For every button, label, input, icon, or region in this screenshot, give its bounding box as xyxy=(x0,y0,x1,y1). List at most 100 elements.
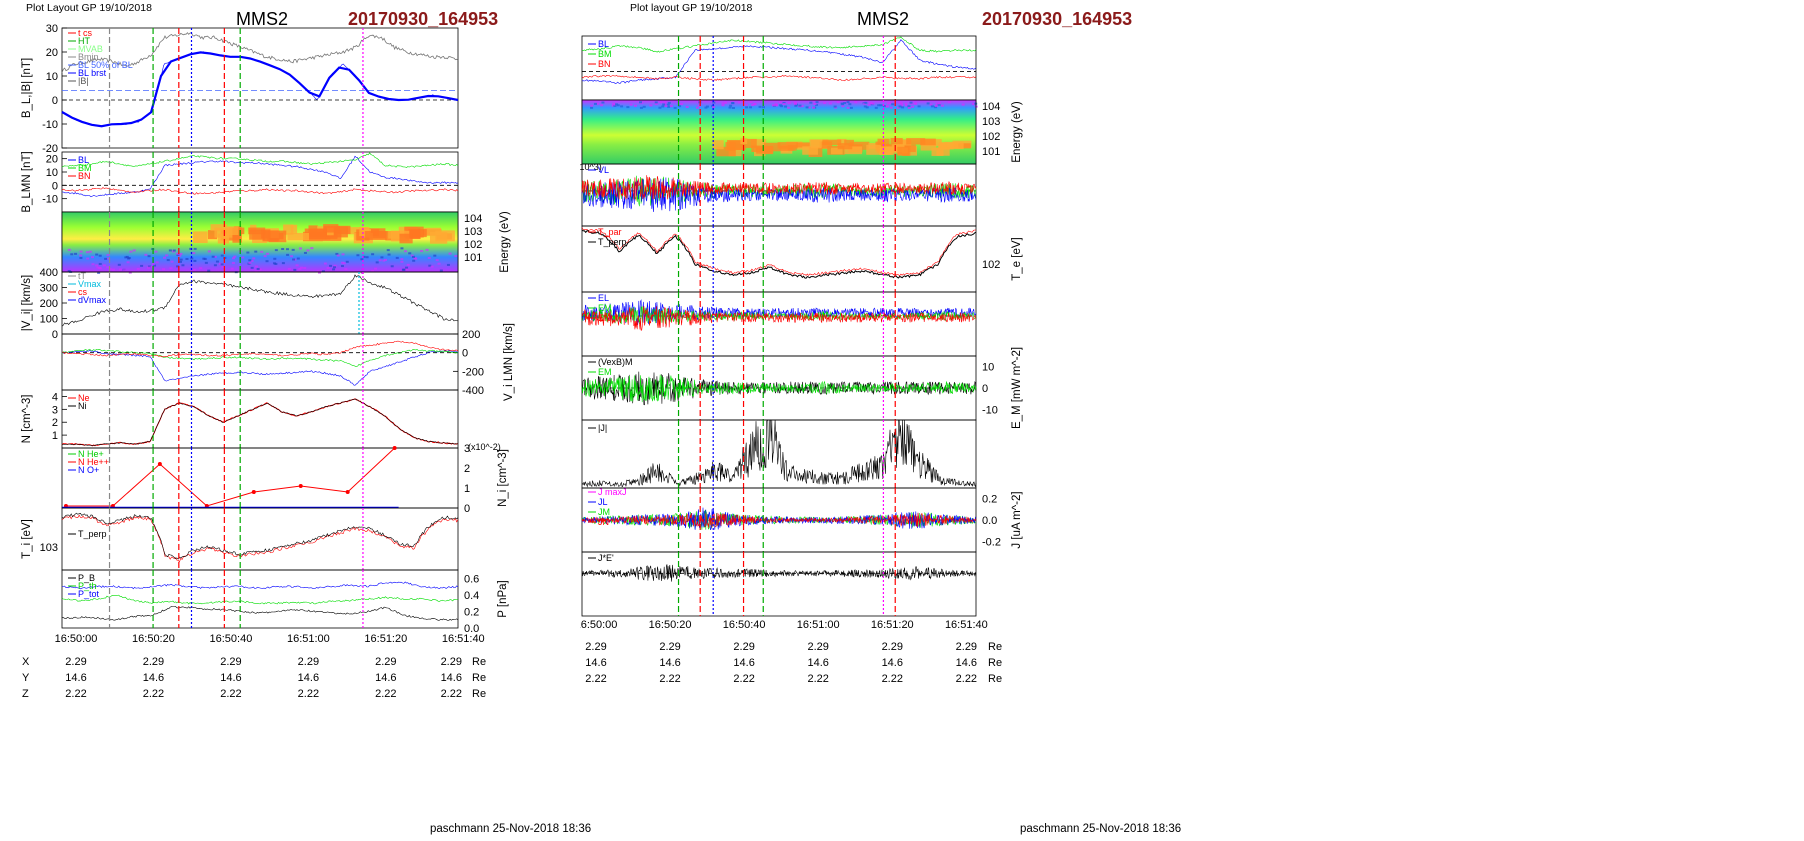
left-spectrogram-pixel xyxy=(185,257,189,260)
left-spectrogram-pixel xyxy=(96,266,100,269)
left-panel-7: 103 T_perp T_i [eV] xyxy=(21,507,459,571)
right-spectrogram-pixel xyxy=(800,105,804,108)
left-legend-entry: MVAB xyxy=(78,44,103,54)
right-spectrogram-pixel xyxy=(930,105,934,108)
right-spectrogram-pixel xyxy=(813,103,817,106)
left-spectrogram-pixel xyxy=(303,251,307,254)
left-y-tick-label: 1 xyxy=(464,483,470,495)
right-energy-tick-label: 103 xyxy=(982,116,1000,128)
right-spectrogram-pixel xyxy=(639,106,643,109)
right-spectrogram-pixel xyxy=(929,103,933,106)
left-spectrogram-pixel xyxy=(70,270,74,273)
right-y-tick-label: 102 xyxy=(982,259,1000,271)
right-spectrogram-pixel xyxy=(666,103,670,106)
left-spectrogram-pixel xyxy=(298,267,302,270)
right-spectrogram-pixel xyxy=(846,106,850,109)
left-series-tpar xyxy=(61,514,459,563)
left-spectrogram-pixel xyxy=(106,257,110,260)
right-spectrogram-pixel xyxy=(940,104,944,107)
right-energy-tick-label: 104 xyxy=(982,101,1000,113)
left-spectrogram-pixel xyxy=(428,264,432,267)
left-panel-4: 200 0 -200 -400 V_i LMN [km/s] xyxy=(61,323,515,401)
right-spectrogram-pixel xyxy=(697,104,701,107)
left-ephemeris-value: 14.6 xyxy=(65,672,86,684)
right-spectrogram-pixel xyxy=(833,105,837,108)
left-spectrogram-pixel xyxy=(124,256,128,259)
right-spectrogram-pixel xyxy=(601,101,605,104)
right-spectrogram-pixel xyxy=(662,103,666,106)
left-spectrogram-pixel xyxy=(250,259,254,262)
left-y-tick-label: 0.4 xyxy=(464,590,479,602)
left-figure: Plot Layout GP 19/10/2018 MMS2 20170930_… xyxy=(0,0,780,841)
left-ephemeris-label: Z xyxy=(22,688,29,700)
left-spectrogram-pixel xyxy=(329,264,333,267)
right-spectrogram-pixel xyxy=(696,106,700,109)
right-ephemeris-value: 2.29 xyxy=(733,641,754,653)
left-spectrogram-pixel xyxy=(405,266,409,269)
left-spectrogram-pixel xyxy=(176,253,180,256)
right-ephemeris-value: 14.6 xyxy=(882,657,903,669)
right-spectrogram-pixel xyxy=(913,102,917,105)
right-ephemeris-value: 2.29 xyxy=(585,641,606,653)
left-y-axis-label: V_i LMN [km/s] xyxy=(503,323,515,401)
left-spectrogram-pixel xyxy=(104,257,108,260)
left-energy-tick-label: 102 xyxy=(464,239,482,251)
left-spectrogram-pixel xyxy=(102,264,106,267)
left-ephemeris-value: 14.6 xyxy=(220,672,241,684)
left-legend-entry: N O+ xyxy=(78,465,99,475)
left-y-tick-label: 1 xyxy=(52,430,58,442)
left-spectrogram-hot-pixel xyxy=(226,226,239,236)
right-spectrogram-pixel xyxy=(937,103,941,106)
left-series-he-pp xyxy=(65,447,395,507)
left-spectrogram-pixel xyxy=(162,268,166,271)
right-spectrogram-pixel xyxy=(642,105,646,108)
right-spectrogram-pixel xyxy=(972,103,976,106)
right-spectrogram-pixel xyxy=(639,101,643,104)
right-spectrogram-hot-pixel xyxy=(849,141,870,150)
left-spectrogram-pixel xyxy=(454,255,458,258)
left-spectrogram-pixel xyxy=(111,268,115,271)
left-spectrogram-pixel xyxy=(189,247,193,250)
left-footer: paschmann 25-Nov-2018 18:36 xyxy=(430,823,592,835)
right-y-axis-label: E_M [mW m^-2] xyxy=(1011,347,1023,429)
right-spectrogram-pixel xyxy=(849,106,853,109)
right-spectrogram-pixel xyxy=(886,102,890,105)
right-event-id: 20170930_164953 xyxy=(982,9,1133,29)
right-footer: paschmann 25-Nov-2018 18:36 xyxy=(1020,823,1182,835)
left-legend-entry: BL 50% of BL xyxy=(78,60,133,70)
right-series-e-l xyxy=(581,299,977,325)
right-energy-tick-label: 101 xyxy=(982,146,1000,158)
right-ephemeris-value: 14.6 xyxy=(585,657,606,669)
right-legend-entry: EL xyxy=(598,293,609,303)
left-spectrogram-pixel xyxy=(248,259,252,262)
left-spectrogram-pixel xyxy=(129,250,133,253)
right-series-je xyxy=(581,564,977,582)
right-legend-entry: JM xyxy=(598,507,610,517)
left-spectrogram-pixel xyxy=(342,262,346,265)
left-spectrogram-pixel xyxy=(169,267,173,270)
left-spectrogram-pixel xyxy=(430,265,434,268)
right-spectrogram-pixel xyxy=(877,104,881,107)
left-ephemeris-value: 2.29 xyxy=(65,656,86,668)
left-y-tick-label: 30 xyxy=(46,23,58,35)
right-spectrogram-pixel xyxy=(910,102,914,105)
right-ephemeris-value: 2.22 xyxy=(882,673,903,685)
right-spectrogram-hot-pixel xyxy=(879,146,894,155)
left-series-vi xyxy=(61,274,459,327)
left-spectrogram-hot-pixel xyxy=(364,231,387,240)
left-ephemeris-value: 2.22 xyxy=(220,688,241,700)
right-figure: Plot layout GP 19/10/2018 MMS2 20170930_… xyxy=(580,0,1240,841)
left-spectrogram-pixel xyxy=(178,260,182,263)
left-spectrogram-pixel xyxy=(258,268,262,271)
right-series-j-m xyxy=(581,509,977,530)
right-legend-entry: EM xyxy=(598,303,612,313)
left-spectrogram-pixel xyxy=(306,249,310,252)
left-spectrogram-pixel xyxy=(221,265,225,268)
left-spectrogram-pixel xyxy=(274,262,278,265)
left-spectrogram-pixel xyxy=(118,268,122,271)
left-y-axis-label: P [nPa] xyxy=(497,580,509,618)
left-ephemeris-value: 2.22 xyxy=(65,688,86,700)
left-spectrogram-pixel xyxy=(207,269,211,272)
